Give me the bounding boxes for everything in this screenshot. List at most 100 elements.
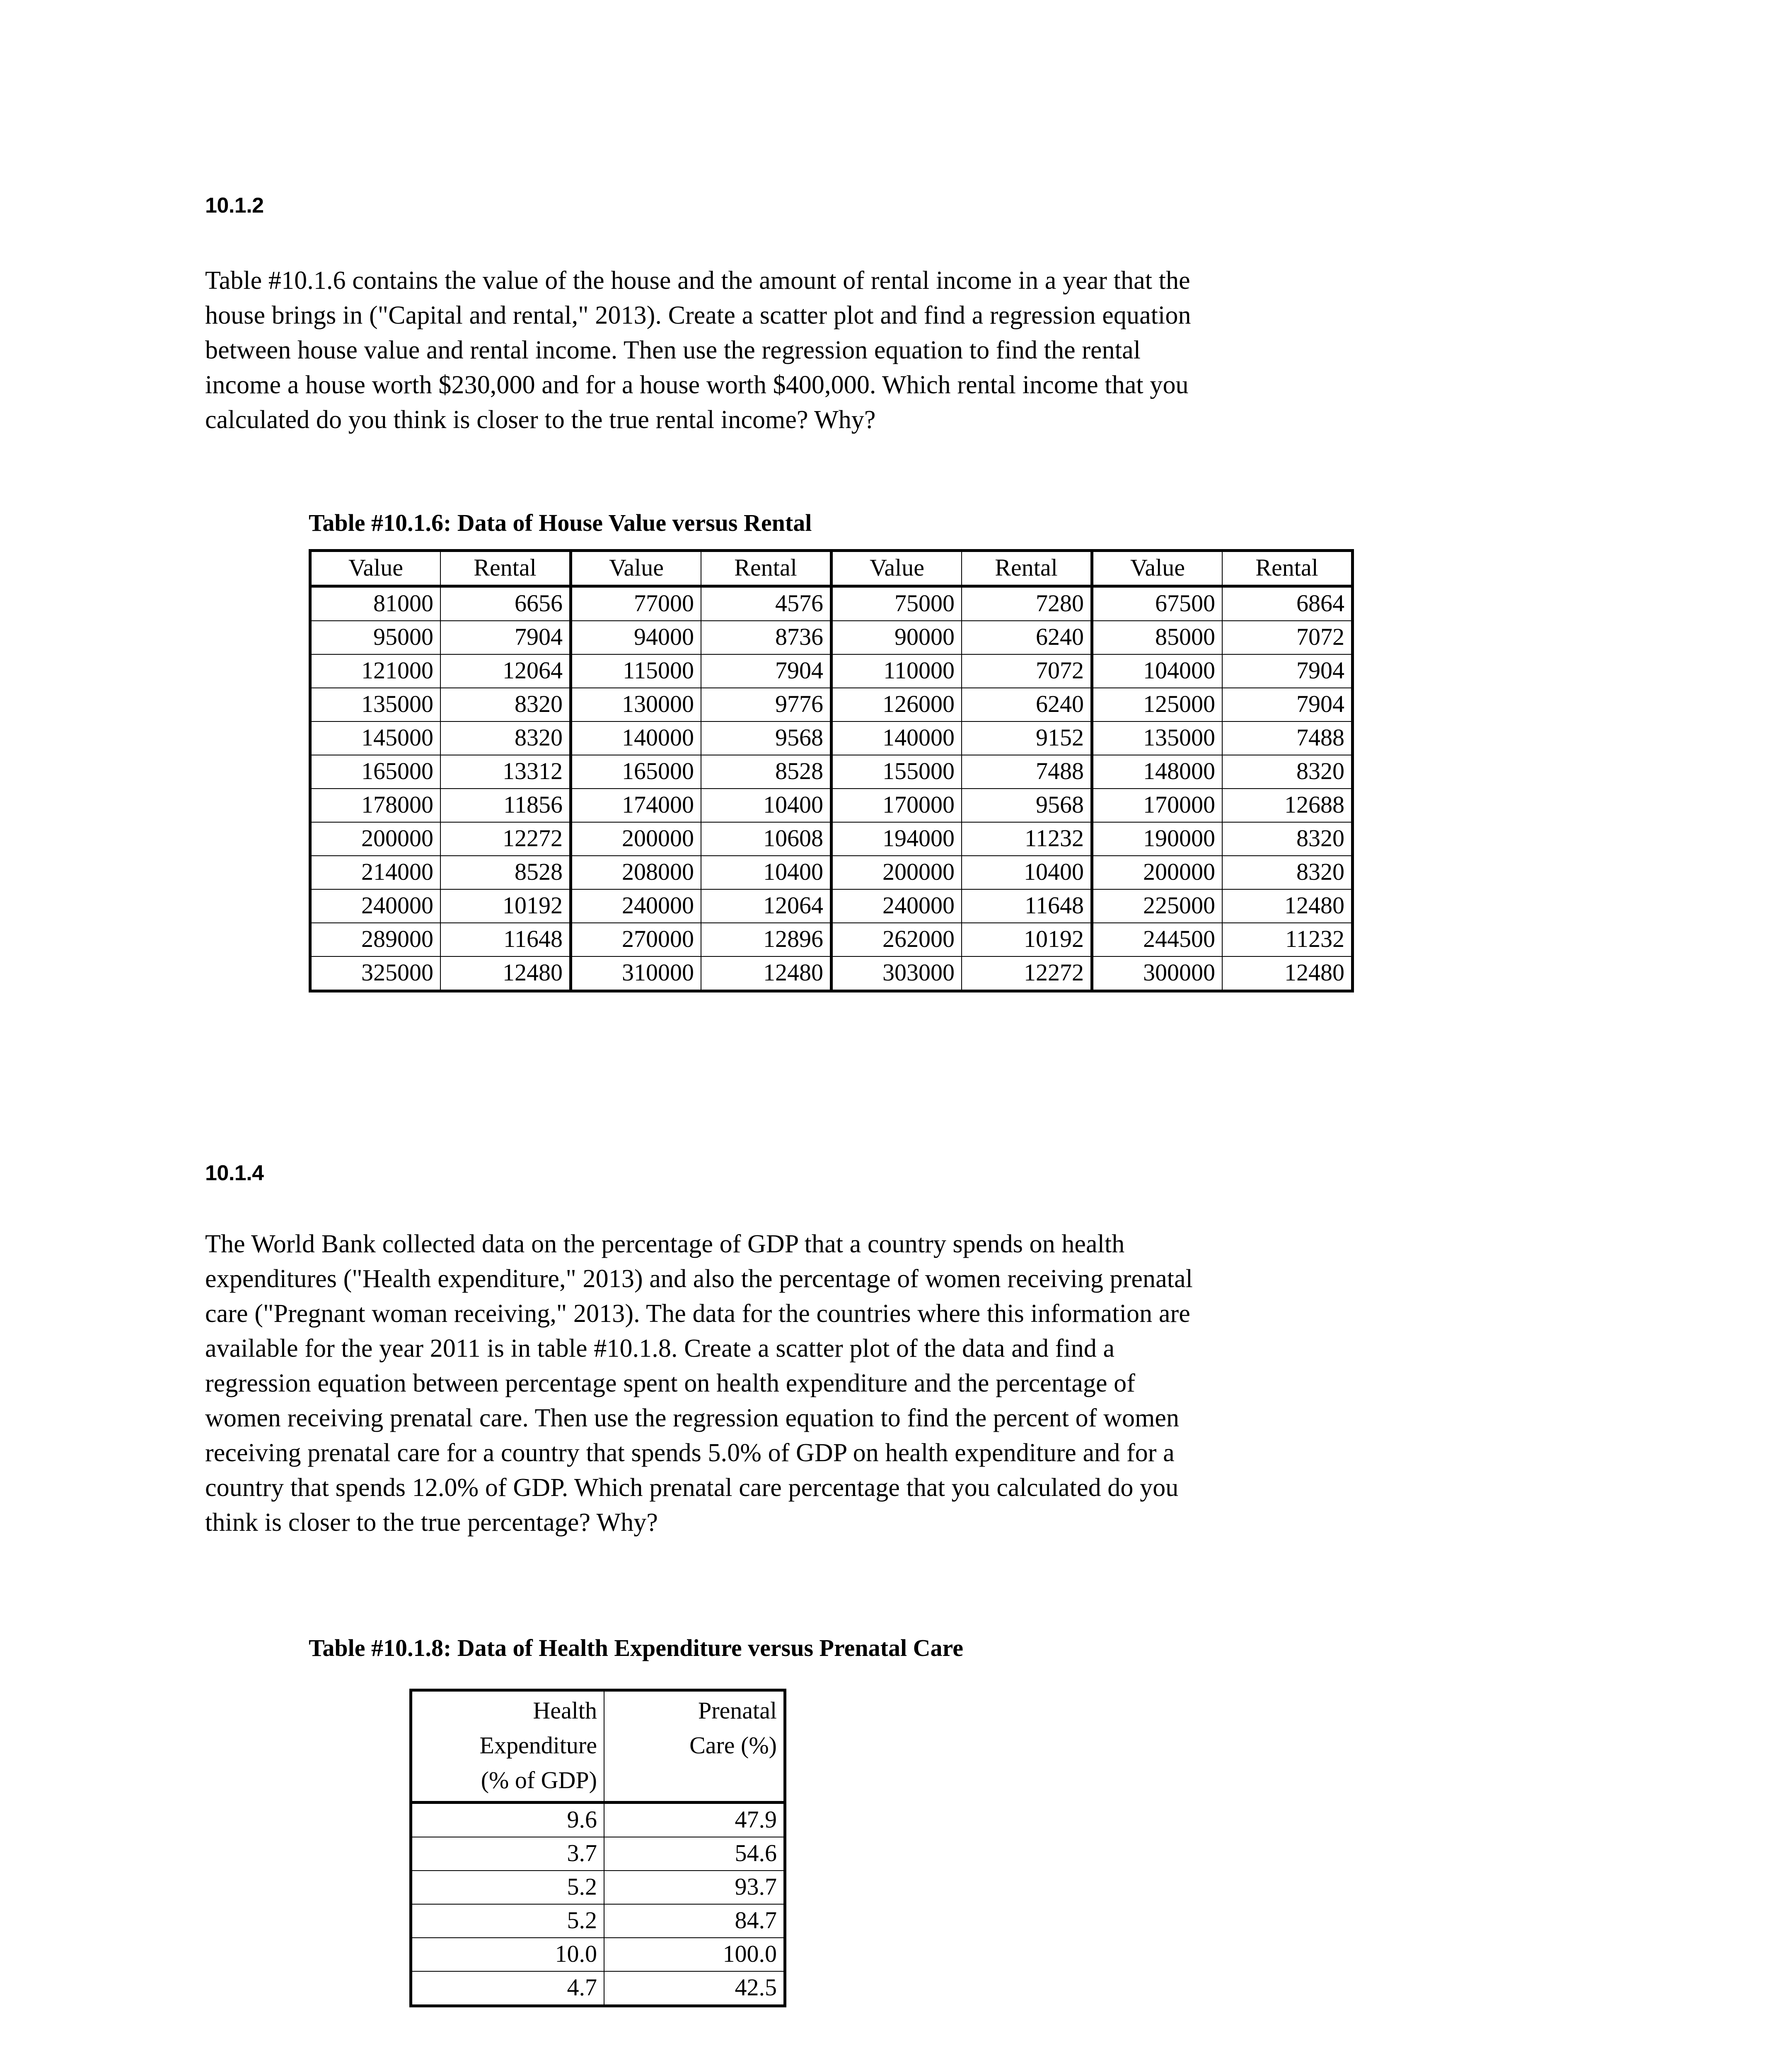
section-heading-10-1-2: 10.1.2 [205, 194, 264, 218]
table-cell: 8736 [701, 620, 832, 655]
col-header-rental-3: Rental [961, 549, 1093, 588]
table-cell: 115000 [569, 654, 701, 688]
table-cell: 4576 [701, 586, 832, 621]
table-cell: 7488 [961, 755, 1093, 789]
table-cell: 8320 [440, 687, 571, 722]
table-cell: 10400 [701, 855, 832, 890]
table-cell: 7904 [440, 620, 571, 655]
table-cell: 7904 [701, 654, 832, 688]
table-cell: 10192 [440, 889, 571, 923]
table-cell: 8320 [1222, 822, 1354, 856]
table-cell: 8320 [440, 721, 571, 755]
table-cell: 75000 [830, 586, 962, 621]
col-header-rental-4: Rental [1222, 549, 1354, 588]
table-row: 135000 8320 130000 9776 126000 6240 125000 7904 [309, 687, 1354, 722]
table-cell: 200000 [1090, 855, 1223, 890]
table-cell: 12480 [1222, 889, 1354, 923]
table-cell: 12064 [440, 654, 571, 688]
table-cell: 214000 [309, 855, 441, 890]
table-row: 165000 13312 165000 8528 155000 7488 148000 832… [309, 755, 1354, 789]
table-cell: 126000 [830, 687, 962, 722]
table-cell: 140000 [830, 721, 962, 755]
table-cell: 9568 [701, 721, 832, 755]
table-cell: 7904 [1222, 687, 1354, 722]
table-cell: 3.7 [409, 1837, 604, 1871]
table-cell: 12272 [440, 822, 571, 856]
table-cell: 11232 [1222, 922, 1354, 957]
table-cell: 200000 [569, 822, 701, 856]
table-cell: 170000 [830, 788, 962, 823]
table-row: 5.2 84.7 [409, 1904, 786, 1938]
table-cell: 85000 [1090, 620, 1223, 655]
table-cell: 325000 [309, 956, 441, 992]
table-cell: 104000 [1090, 654, 1223, 688]
table-cell: 90000 [830, 620, 962, 655]
table-cell: 8528 [701, 755, 832, 789]
col-header-prenatal-care: Prenatal Care (%) [604, 1689, 786, 1804]
table-row: 325000 12480 310000 12480 303000 12272 300000 1… [309, 956, 1354, 992]
table-cell: 208000 [569, 855, 701, 890]
table-cell: 7904 [1222, 654, 1354, 688]
table-row: 200000 12272 200000 10608 194000 11232 190000 8… [309, 822, 1354, 856]
table-1016-body: 81000 6656 77000 4576 75000 7280 67500 6864 9500… [309, 586, 1354, 992]
table-cell: 190000 [1090, 822, 1223, 856]
table-cell: 42.5 [604, 1971, 786, 2007]
table-cell: 200000 [830, 855, 962, 890]
table-cell: 8320 [1222, 755, 1354, 789]
table-1018-caption: Table #10.1.8: Data of Health Expenditur… [309, 1634, 963, 1661]
table-row: 5.2 93.7 [409, 1870, 786, 1905]
table-cell: 12064 [701, 889, 832, 923]
col-header-value-3: Value [830, 549, 962, 588]
table-cell: 110000 [830, 654, 962, 688]
table-cell: 5.2 [409, 1904, 604, 1938]
table-cell: 93.7 [604, 1870, 786, 1905]
table-cell: 9568 [961, 788, 1093, 823]
table-cell: 135000 [1090, 721, 1223, 755]
table-cell: 289000 [309, 922, 441, 957]
table-1016-head: Value Rental Value Rental Value Rental V… [309, 549, 1354, 588]
table-1018-wrap: Health Expenditure (% of GDP) Prenatal C… [409, 1689, 786, 2007]
table-cell: 174000 [569, 788, 701, 823]
table-cell: 8528 [440, 855, 571, 890]
table-cell: 244500 [1090, 922, 1223, 957]
table-cell: 148000 [1090, 755, 1223, 789]
table-cell: 9152 [961, 721, 1093, 755]
table-health-expenditure-versus-prenatal-care: Health Expenditure (% of GDP) Prenatal C… [409, 1689, 786, 2007]
table-cell: 9776 [701, 687, 832, 722]
table-house-value-versus-rental: Value Rental Value Rental Value Rental V… [309, 549, 1354, 992]
table-cell: 12480 [1222, 956, 1354, 992]
table-row: 4.7 42.5 [409, 1971, 786, 2007]
table-cell: 7072 [1222, 620, 1354, 655]
table-row: 178000 11856 174000 10400 170000 9568 170000 12… [309, 788, 1354, 823]
table-cell: 100.0 [604, 1937, 786, 1972]
table-1018-head: Health Expenditure (% of GDP) Prenatal C… [409, 1689, 786, 1804]
table-cell: 47.9 [604, 1802, 786, 1837]
table-cell: 145000 [309, 721, 441, 755]
section-paragraph-10-1-4: The World Bank collected data on the per… [205, 1230, 1193, 1537]
table-1016-header-row: Value Rental Value Rental Value Rental V… [309, 549, 1354, 588]
table-cell: 84.7 [604, 1904, 786, 1938]
table-cell: 81000 [309, 586, 441, 621]
table-cell: 13312 [440, 755, 571, 789]
table-cell: 10400 [701, 788, 832, 823]
table-cell: 54.6 [604, 1837, 786, 1871]
table-cell: 270000 [569, 922, 701, 957]
table-row: 3.7 54.6 [409, 1837, 786, 1871]
table-cell: 95000 [309, 620, 441, 655]
table-cell: 7280 [961, 586, 1093, 621]
table-cell: 240000 [309, 889, 441, 923]
table-cell: 135000 [309, 687, 441, 722]
col-header-value-2: Value [569, 549, 701, 588]
table-cell: 240000 [830, 889, 962, 923]
table-cell: 12272 [961, 956, 1093, 992]
table-cell: 6240 [961, 620, 1093, 655]
table-cell: 130000 [569, 687, 701, 722]
table-row: 289000 11648 270000 12896 262000 10192 244500 1… [309, 922, 1354, 957]
table-cell: 9.6 [409, 1802, 604, 1837]
table-cell: 6864 [1222, 586, 1354, 621]
table-cell: 7488 [1222, 721, 1354, 755]
table-1018-body: 9.6 47.9 3.7 54.6 5.2 93.7 5.2 84.7 10.0 100.0 4.7… [409, 1802, 786, 2007]
table-cell: 12480 [440, 956, 571, 992]
col-header-value-4: Value [1090, 549, 1223, 588]
